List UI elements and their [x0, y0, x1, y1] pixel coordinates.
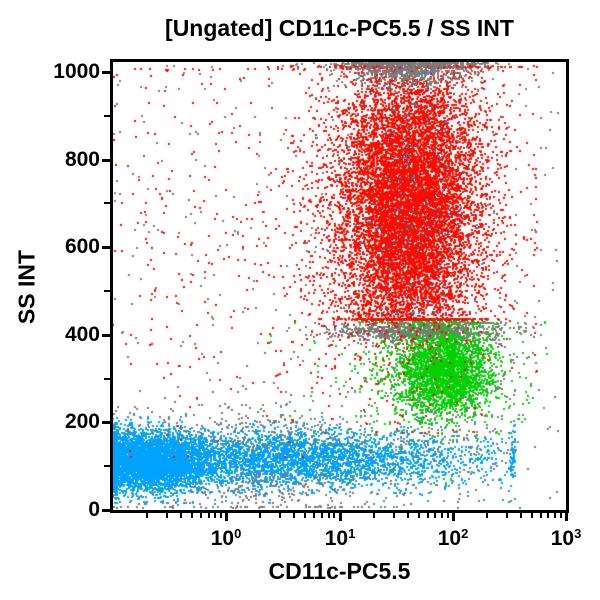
x-minor-tick: [427, 513, 429, 518]
x-minor-tick: [520, 513, 522, 518]
x-minor-tick: [447, 513, 449, 518]
y-major-tick: [102, 246, 110, 250]
x-minor-tick: [220, 513, 222, 518]
y-minor-tick: [104, 114, 110, 117]
x-minor-tick: [180, 513, 182, 518]
y-minor-tick: [104, 290, 110, 293]
x-minor-tick: [321, 513, 323, 518]
x-minor-tick: [166, 513, 168, 518]
x-minor-tick: [547, 513, 549, 518]
plot-title: [Ungated] CD11c-PC5.5 / SS INT: [165, 15, 514, 41]
y-major-tick: [102, 158, 110, 162]
x-major-tick: [339, 513, 342, 521]
x-tick-label: 103: [550, 526, 582, 550]
x-minor-tick: [418, 513, 420, 518]
x-minor-tick: [486, 513, 488, 518]
y-tick-label: 600: [64, 235, 100, 259]
y-major-tick: [102, 421, 110, 425]
y-minor-tick: [104, 377, 110, 380]
x-minor-tick: [373, 513, 375, 518]
x-minor-tick: [279, 513, 281, 518]
y-axis-label: SS INT: [13, 249, 40, 325]
x-minor-tick: [293, 513, 295, 518]
x-major-tick: [565, 513, 568, 521]
x-minor-tick: [313, 513, 315, 518]
y-major-tick: [102, 333, 110, 337]
x-minor-tick: [393, 513, 395, 518]
x-minor-tick: [540, 513, 542, 518]
y-minor-tick: [104, 465, 110, 468]
x-minor-tick: [304, 513, 306, 518]
x-minor-tick: [328, 513, 330, 518]
y-tick-label: 200: [64, 410, 100, 434]
x-tick-label: 101: [324, 526, 356, 550]
x-minor-tick: [506, 513, 508, 518]
x-minor-tick: [333, 513, 335, 518]
x-axis-label: CD11c-PC5.5: [268, 558, 411, 584]
x-tick-label: 100: [210, 526, 242, 550]
x-minor-tick: [407, 513, 409, 518]
x-minor-tick: [200, 513, 202, 518]
x-minor-tick: [191, 513, 193, 518]
y-tick-label: 0: [88, 498, 100, 521]
plot-frame: [110, 59, 569, 513]
x-minor-tick: [208, 513, 210, 518]
x-minor-tick: [259, 513, 261, 518]
plot-canvas[interactable]: [113, 62, 566, 510]
x-minor-tick: [554, 513, 556, 518]
x-minor-tick: [434, 513, 436, 518]
y-major-tick: [102, 509, 110, 512]
y-tick-label: 400: [64, 322, 100, 346]
y-minor-tick: [104, 202, 110, 205]
y-tick-label: 800: [64, 147, 100, 171]
x-minor-tick: [531, 513, 533, 518]
y-tick-label: 1000: [53, 60, 100, 84]
x-tick-label: 102: [437, 526, 469, 550]
y-major-tick: [102, 71, 110, 75]
x-minor-tick: [560, 513, 562, 518]
x-minor-tick: [214, 513, 216, 518]
x-major-tick: [452, 513, 455, 521]
x-minor-tick: [146, 513, 148, 518]
x-major-tick: [225, 513, 228, 521]
x-minor-tick: [441, 513, 443, 518]
